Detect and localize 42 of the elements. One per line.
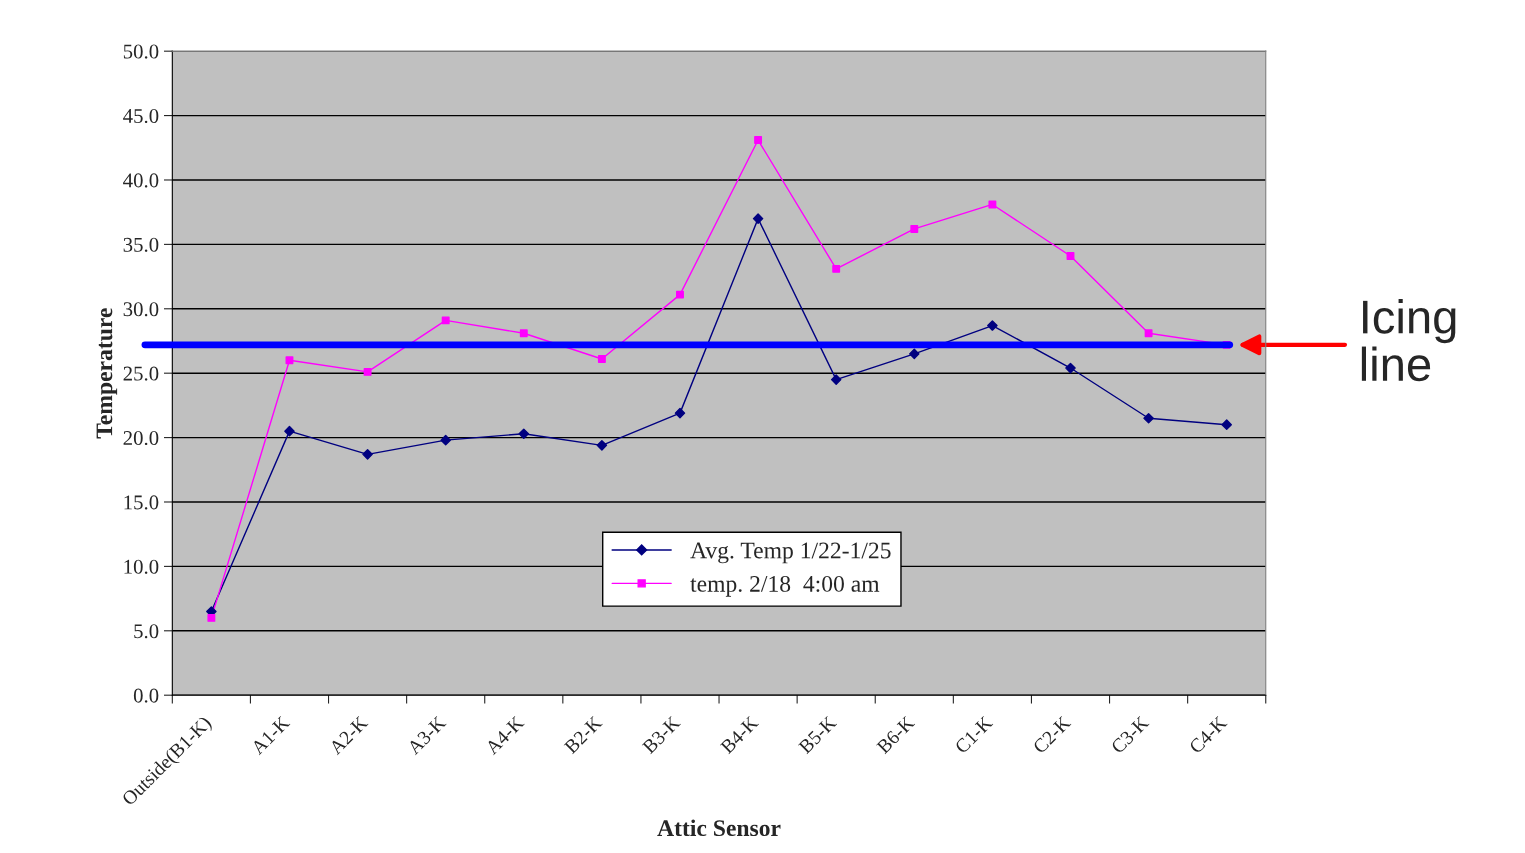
y-tick-label: 20.0 — [123, 430, 159, 446]
y-tick-label: 25.0 — [123, 366, 159, 381]
y-tick-label: 40.0 — [123, 173, 159, 188]
legend-label: temp. 2/18 4:00 am — [690, 575, 880, 597]
point — [910, 224, 919, 233]
point — [284, 425, 295, 437]
point — [676, 290, 684, 299]
point — [1066, 252, 1075, 260]
point — [441, 316, 450, 325]
point — [830, 374, 842, 385]
y-tick-label: 10.0 — [124, 559, 159, 574]
point — [752, 213, 764, 224]
x-axis-title: Attic Sensor — [657, 819, 781, 837]
point — [285, 356, 294, 365]
point — [674, 407, 686, 419]
y-tick-label: 50.0 — [123, 44, 159, 59]
point — [1221, 419, 1233, 431]
y-axis-title: Temperature — [96, 308, 118, 439]
point — [518, 428, 530, 440]
legend-label: Avg. Temp 1/22-1/25 — [690, 542, 891, 564]
point — [362, 449, 373, 460]
y-tick-label: 30.0 — [123, 302, 159, 317]
point — [597, 355, 606, 363]
point — [754, 136, 763, 145]
y-tick-label: 0.0 — [133, 688, 159, 703]
point — [207, 613, 216, 622]
point — [908, 348, 920, 360]
point — [363, 367, 372, 376]
point — [596, 440, 608, 451]
ref-line-label: Icing line — [1361, 299, 1456, 382]
point — [440, 434, 451, 446]
point — [1143, 412, 1154, 424]
point — [987, 320, 998, 331]
y-tick-label: 5.0 — [134, 624, 159, 639]
point — [1144, 329, 1153, 338]
y-tick-label: 15.0 — [124, 495, 159, 510]
point — [988, 200, 997, 209]
y-tick-label: 45.0 — [123, 108, 159, 124]
point — [1065, 362, 1076, 374]
y-tick-label: 35.0 — [123, 237, 159, 252]
point — [832, 264, 841, 273]
point — [519, 329, 528, 338]
